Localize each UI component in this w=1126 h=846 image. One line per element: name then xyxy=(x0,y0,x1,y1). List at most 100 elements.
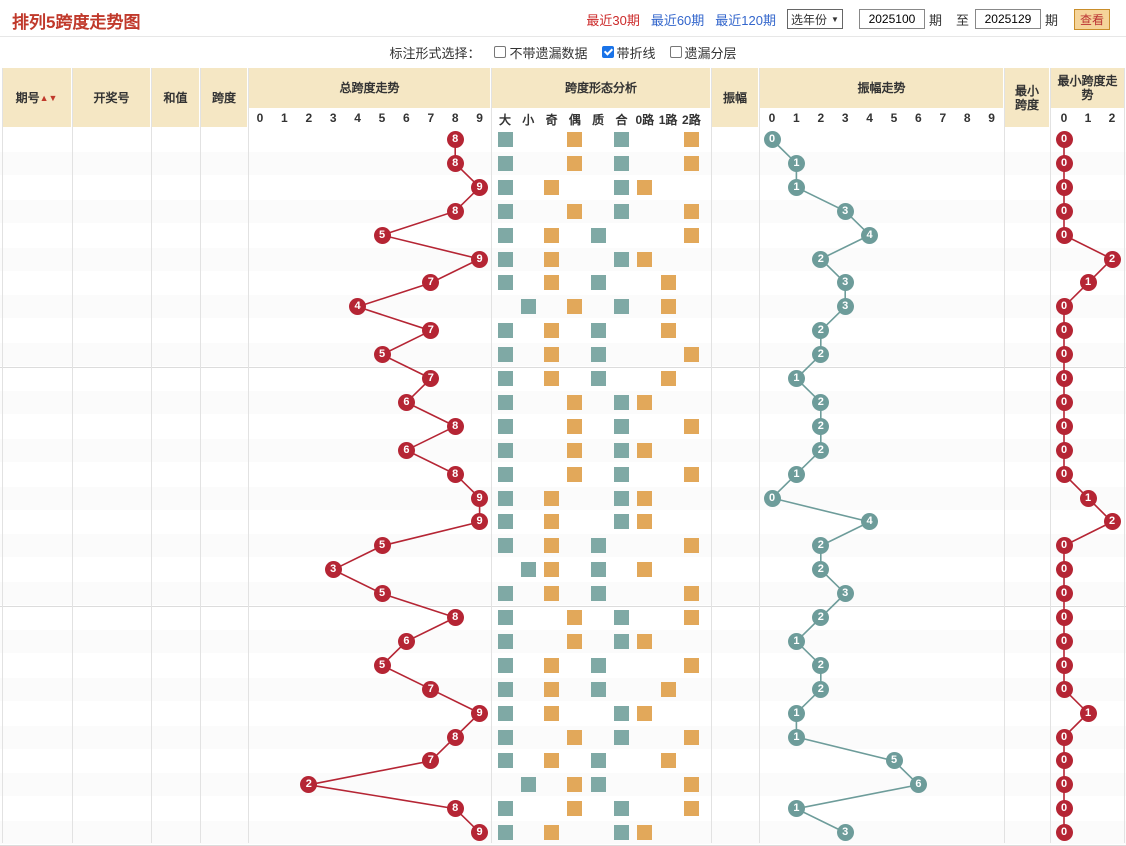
pattern-tag xyxy=(497,203,513,219)
min-span-ball: 1 xyxy=(1079,274,1097,292)
min-span-ball: 0 xyxy=(1055,298,1073,316)
pattern-tag xyxy=(660,681,676,697)
amp-digit-header: 1 xyxy=(786,111,807,125)
table-row xyxy=(0,151,1126,175)
pattern-tag xyxy=(544,323,560,339)
table-row xyxy=(0,534,1126,558)
query-button[interactable]: 查看 xyxy=(1073,8,1110,30)
amp-ball: 2 xyxy=(812,250,830,268)
table-row xyxy=(0,438,1126,462)
no-miss-checkbox[interactable]: 不带遗漏数据 xyxy=(494,43,588,62)
pattern-tag xyxy=(683,466,699,482)
pattern-tag xyxy=(567,442,583,458)
min-span-ball: 0 xyxy=(1055,656,1073,674)
pattern-tag xyxy=(590,753,606,769)
pattern-tag xyxy=(590,275,606,291)
pattern-tag xyxy=(637,490,653,506)
pattern-tag xyxy=(544,347,560,363)
pattern-tag xyxy=(567,394,583,410)
span-digit-header: 1 xyxy=(274,111,295,125)
pattern-tag xyxy=(497,155,513,171)
pattern-tag xyxy=(544,657,560,673)
amp-ball: 1 xyxy=(787,154,805,172)
pattern-tag xyxy=(683,538,699,554)
table-row xyxy=(0,367,1126,390)
pattern-tag xyxy=(544,825,560,841)
pattern-col-header: 合 xyxy=(610,111,633,127)
min-digit-header: 2 xyxy=(1102,111,1122,125)
min-span-ball: 0 xyxy=(1055,417,1073,435)
pattern-tag xyxy=(637,251,653,267)
pattern-tag xyxy=(683,227,699,243)
recent-120-link[interactable]: 最近120期 xyxy=(715,12,776,28)
pattern-tag xyxy=(637,514,653,530)
span-ball: 8 xyxy=(446,202,464,220)
amp-ball: 3 xyxy=(836,298,854,316)
col-draw-header: 开奖号 xyxy=(73,68,150,127)
pattern-tag xyxy=(683,729,699,745)
min-span-ball: 0 xyxy=(1055,441,1073,459)
pattern-tag xyxy=(497,657,513,673)
pattern-tag xyxy=(567,132,583,147)
amp-ball: 1 xyxy=(787,178,805,196)
pattern-tag xyxy=(683,586,699,602)
min-span-ball: 2 xyxy=(1103,250,1121,268)
pattern-tag xyxy=(614,418,629,434)
table-row xyxy=(0,463,1126,486)
pattern-tag xyxy=(660,371,676,386)
amp-ball: 1 xyxy=(787,465,805,483)
pattern-tag xyxy=(544,227,560,243)
pattern-tag xyxy=(497,705,513,721)
pattern-tag xyxy=(544,371,560,386)
span-ball: 8 xyxy=(446,131,464,148)
to-period-input[interactable] xyxy=(974,9,1041,29)
from-period-input[interactable] xyxy=(858,9,925,29)
table-row xyxy=(0,629,1126,653)
pattern-tag xyxy=(497,347,513,363)
min-span-ball: 0 xyxy=(1055,537,1073,555)
pattern-tag xyxy=(683,801,699,817)
span-ball: 5 xyxy=(373,226,391,244)
pattern-tag xyxy=(567,418,583,434)
span-ball: 6 xyxy=(397,393,415,411)
amp-ball: 2 xyxy=(812,393,830,411)
span-digit-header: 2 xyxy=(298,111,319,125)
pattern-col-header: 0路 xyxy=(633,111,656,127)
pattern-tag xyxy=(614,132,629,147)
pattern-tag xyxy=(497,466,513,482)
amp-digit-header: 0 xyxy=(762,111,782,125)
pattern-tag xyxy=(544,753,560,769)
min-span-ball: 0 xyxy=(1055,609,1073,626)
amp-ball: 4 xyxy=(861,226,879,244)
min-span-ball: 0 xyxy=(1055,561,1073,579)
pattern-tag xyxy=(614,155,629,171)
amp-ball: 2 xyxy=(812,441,830,459)
polyline-checkbox[interactable]: 带折线 xyxy=(601,43,656,62)
column-divider xyxy=(1124,68,1125,843)
pattern-tag xyxy=(660,753,676,769)
pattern-tag xyxy=(497,442,513,458)
pattern-tag xyxy=(660,299,676,315)
pattern-tag xyxy=(497,490,513,506)
pattern-tag xyxy=(567,466,583,482)
pattern-tag xyxy=(590,347,606,363)
col-period-header[interactable]: 期号 ▲▼ xyxy=(2,68,71,127)
min-digit-header: 1 xyxy=(1078,111,1098,125)
recent-60-link[interactable]: 最近60期 xyxy=(650,12,705,28)
table-row xyxy=(0,510,1126,533)
table-row xyxy=(0,343,1126,367)
year-select[interactable]: 选年份 ▼ xyxy=(787,9,843,29)
layer-checkbox[interactable]: 遗漏分层 xyxy=(669,43,737,62)
recent-30-link[interactable]: 最近30期 xyxy=(586,12,640,28)
table-row xyxy=(0,415,1126,438)
span-digit-header: 9 xyxy=(469,111,490,125)
pattern-tag xyxy=(660,323,676,339)
table-row xyxy=(0,486,1126,510)
pattern-tag xyxy=(637,633,653,649)
period-header-label: 期号 xyxy=(15,90,40,105)
span-ball: 3 xyxy=(324,561,342,579)
to-label: 至 xyxy=(955,12,969,28)
pattern-tag xyxy=(497,825,513,841)
